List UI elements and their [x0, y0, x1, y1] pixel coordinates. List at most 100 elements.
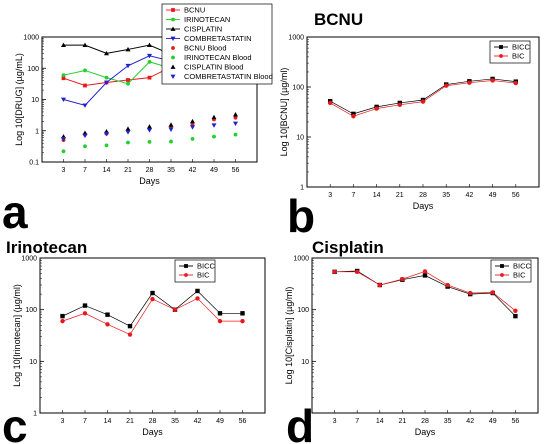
data-point — [61, 149, 66, 154]
y-tick-label: 10 — [296, 135, 304, 142]
data-point — [82, 133, 88, 139]
x-tick-label: 14 — [103, 167, 111, 174]
legend-marker — [170, 74, 176, 79]
x-tick-label: 3 — [328, 192, 332, 199]
x-tick-label: 42 — [466, 418, 474, 425]
data-point — [513, 313, 518, 319]
legend-marker — [500, 264, 504, 268]
series-irinotecan-blood — [61, 132, 238, 154]
y-tick-label: 1 — [300, 185, 304, 192]
data-point — [104, 143, 109, 148]
data-point — [377, 282, 382, 288]
panel-letter: c — [2, 400, 28, 444]
x-tick-label: 3 — [333, 418, 337, 425]
data-point — [147, 139, 152, 144]
data-point — [467, 80, 472, 85]
data-point — [233, 121, 238, 127]
series-bic — [60, 296, 245, 337]
x-tick-label: 35 — [167, 167, 175, 174]
x-tick-label: 7 — [355, 418, 359, 425]
data-point — [351, 111, 356, 117]
x-tick-label: 56 — [239, 418, 247, 425]
data-point — [211, 123, 217, 128]
legend-marker — [499, 45, 503, 49]
data-point — [211, 114, 217, 120]
x-tick-label: 28 — [146, 167, 154, 174]
x-tick-label: 14 — [104, 418, 112, 425]
legend-label: COMBRETASTATIN Blood — [184, 72, 273, 81]
legend-marker — [500, 273, 504, 277]
data-point — [233, 132, 238, 137]
data-point — [420, 99, 426, 104]
y-tick-label: 10 — [31, 97, 39, 104]
y-axis-label: Log 10[BCNU] (µg/ml) — [279, 68, 289, 157]
data-point — [61, 136, 66, 142]
data-point — [422, 273, 428, 278]
data-point — [351, 114, 356, 119]
panel-letter: b — [287, 190, 315, 242]
y-tick-label: 1 — [35, 128, 39, 135]
data-point — [468, 290, 473, 296]
legend-label: BCNU — [184, 6, 205, 15]
data-point — [190, 118, 195, 124]
data-point — [104, 131, 109, 137]
data-point — [169, 139, 173, 144]
legend-marker — [171, 55, 175, 60]
x-tick-label: 42 — [189, 167, 197, 174]
legend-marker — [171, 17, 175, 22]
series-bic — [328, 78, 518, 119]
y-tick-label: 1000 — [288, 35, 304, 42]
data-point — [490, 78, 495, 83]
x-tick-label: 28 — [149, 418, 157, 425]
data-point — [61, 76, 66, 81]
data-point — [104, 80, 109, 85]
x-tick-label: 56 — [512, 418, 520, 425]
data-point — [147, 124, 152, 129]
x-tick-label: 21 — [124, 167, 132, 174]
legend-label: COMBRETASTATIN — [184, 34, 252, 43]
data-point — [105, 322, 110, 327]
data-point — [355, 269, 360, 275]
chart-panel-c: 1 10 100 1000 3 7 14 21 28 35 42 49 56 Days Log 10[Iri… — [2, 238, 266, 444]
data-point — [83, 144, 87, 149]
x-tick-label: 7 — [83, 418, 87, 425]
data-point — [61, 42, 66, 48]
legend-box — [161, 3, 273, 85]
y-axis-label: Log 10[DRUG] (µg/mL) — [14, 53, 24, 146]
data-point — [126, 78, 130, 82]
series-cisplatin-blood — [61, 112, 238, 139]
x-tick-label: 28 — [419, 192, 427, 199]
y-axis-label: Log 10[Irinotecan] (µg/ml) — [12, 284, 22, 387]
legend-marker — [170, 36, 176, 41]
x-tick-label: 56 — [232, 167, 240, 174]
x-axis-label: Days — [139, 176, 160, 186]
data-point — [422, 269, 428, 274]
data-point — [104, 75, 109, 80]
y-tick-label: 1 — [33, 411, 37, 418]
x-axis-label: Days — [415, 427, 436, 437]
x-tick-label: 7 — [351, 192, 355, 199]
data-point — [445, 282, 450, 288]
x-tick-label: 49 — [489, 418, 497, 425]
series-bicc — [328, 76, 518, 117]
data-point — [172, 307, 178, 312]
chart-panel-b: 1 10 100 1000 3 7 14 21 28 35 42 49 56 Days Log 10[BCN… — [279, 10, 540, 242]
legend-label: BIC — [512, 52, 525, 61]
data-point — [233, 112, 238, 117]
y-tick-label: 10 — [29, 359, 37, 366]
legend-marker — [184, 273, 188, 277]
data-point — [147, 59, 152, 64]
data-point — [195, 296, 200, 301]
series-bic — [332, 269, 518, 314]
plot-frame — [39, 257, 266, 414]
data-point — [82, 311, 88, 316]
data-point — [374, 106, 379, 111]
y-tick-label: 0.1 — [29, 160, 39, 167]
x-tick-label: 3 — [62, 167, 66, 174]
series-line — [62, 298, 243, 335]
x-tick-label: 21 — [399, 418, 407, 425]
legend-label: CISPLATIN — [184, 25, 222, 34]
data-point — [126, 140, 130, 145]
data-point — [328, 100, 333, 106]
